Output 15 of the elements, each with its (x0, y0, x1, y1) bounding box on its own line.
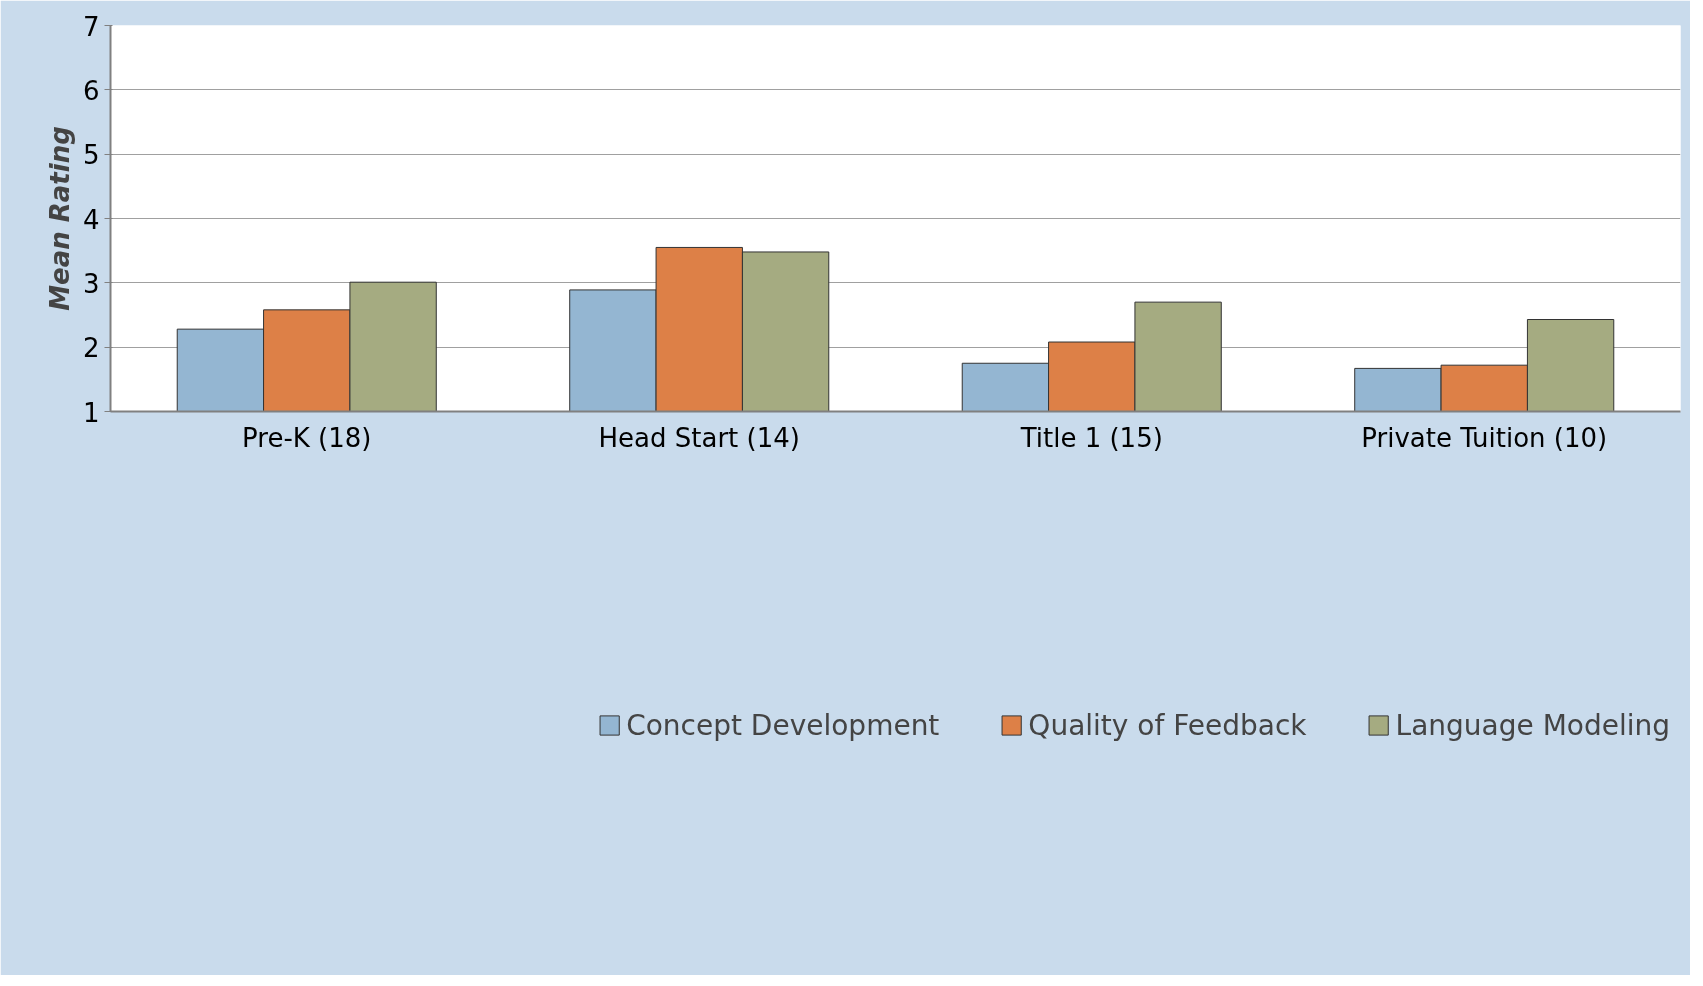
y-tick-label: 3 (82, 268, 100, 299)
y-axis-title: Mean Rating (44, 126, 75, 311)
x-tick-label: Title 1 (15) (1019, 422, 1163, 453)
y-tick-label: 1 (82, 397, 100, 428)
y-tick-label: 4 (82, 204, 100, 235)
y-tick-label: 2 (82, 333, 100, 364)
x-tick-label: Pre-K (18) (242, 422, 372, 453)
legend-label: Concept Development (626, 708, 940, 742)
legend-label: Language Modeling (1395, 708, 1670, 742)
x-tick-label: Head Start (14) (598, 422, 800, 453)
y-tick-label: 7 (82, 11, 100, 42)
y-tick-label: 6 (82, 75, 100, 106)
x-tick-label: Private Tuition (10) (1361, 422, 1608, 453)
y-tick-label: 5 (82, 140, 100, 171)
legend-label: Quality of Feedback (1028, 708, 1307, 742)
